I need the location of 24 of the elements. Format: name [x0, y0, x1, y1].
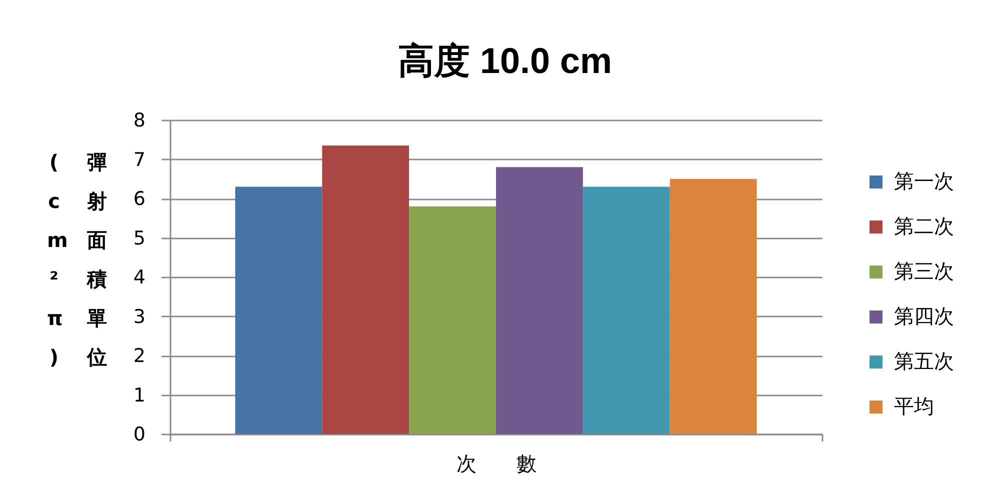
y-tick-label: 6 [133, 188, 146, 210]
text: 彈射面積單位(cm²π) [47, 150, 113, 369]
x-axis-title: 次 數 [456, 451, 536, 476]
y-tick-label: 5 [133, 227, 146, 250]
bar [496, 167, 583, 434]
y-tick-label: 3 [133, 306, 146, 328]
bar [409, 206, 496, 434]
chart-title: 高度 10.0 cm [398, 40, 612, 81]
y-tick-label: 4 [133, 266, 146, 288]
y-tick-label: 1 [133, 384, 146, 406]
legend-label: 第二次 [894, 214, 954, 238]
legend-label: 第五次 [894, 349, 954, 373]
legend-label: 平均 [894, 394, 934, 418]
legend-label: 第四次 [894, 304, 954, 328]
bar [235, 186, 322, 434]
bar [582, 186, 670, 434]
y-tick-label: 7 [133, 148, 146, 171]
y-tick-label: 2 [133, 345, 146, 367]
legend-label: 第一次 [894, 169, 954, 193]
legend-label: 第三次 [894, 259, 954, 283]
y-tick-label: 0 [133, 424, 146, 446]
bar [322, 146, 410, 434]
bar [670, 178, 757, 434]
y-tick-label: 8 [133, 110, 146, 132]
